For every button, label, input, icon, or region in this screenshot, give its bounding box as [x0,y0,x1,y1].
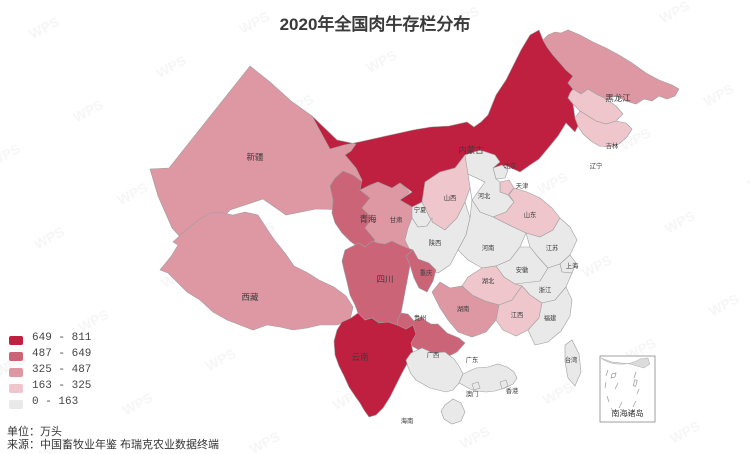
svg-text:南海诸岛: 南海诸岛 [612,408,644,418]
